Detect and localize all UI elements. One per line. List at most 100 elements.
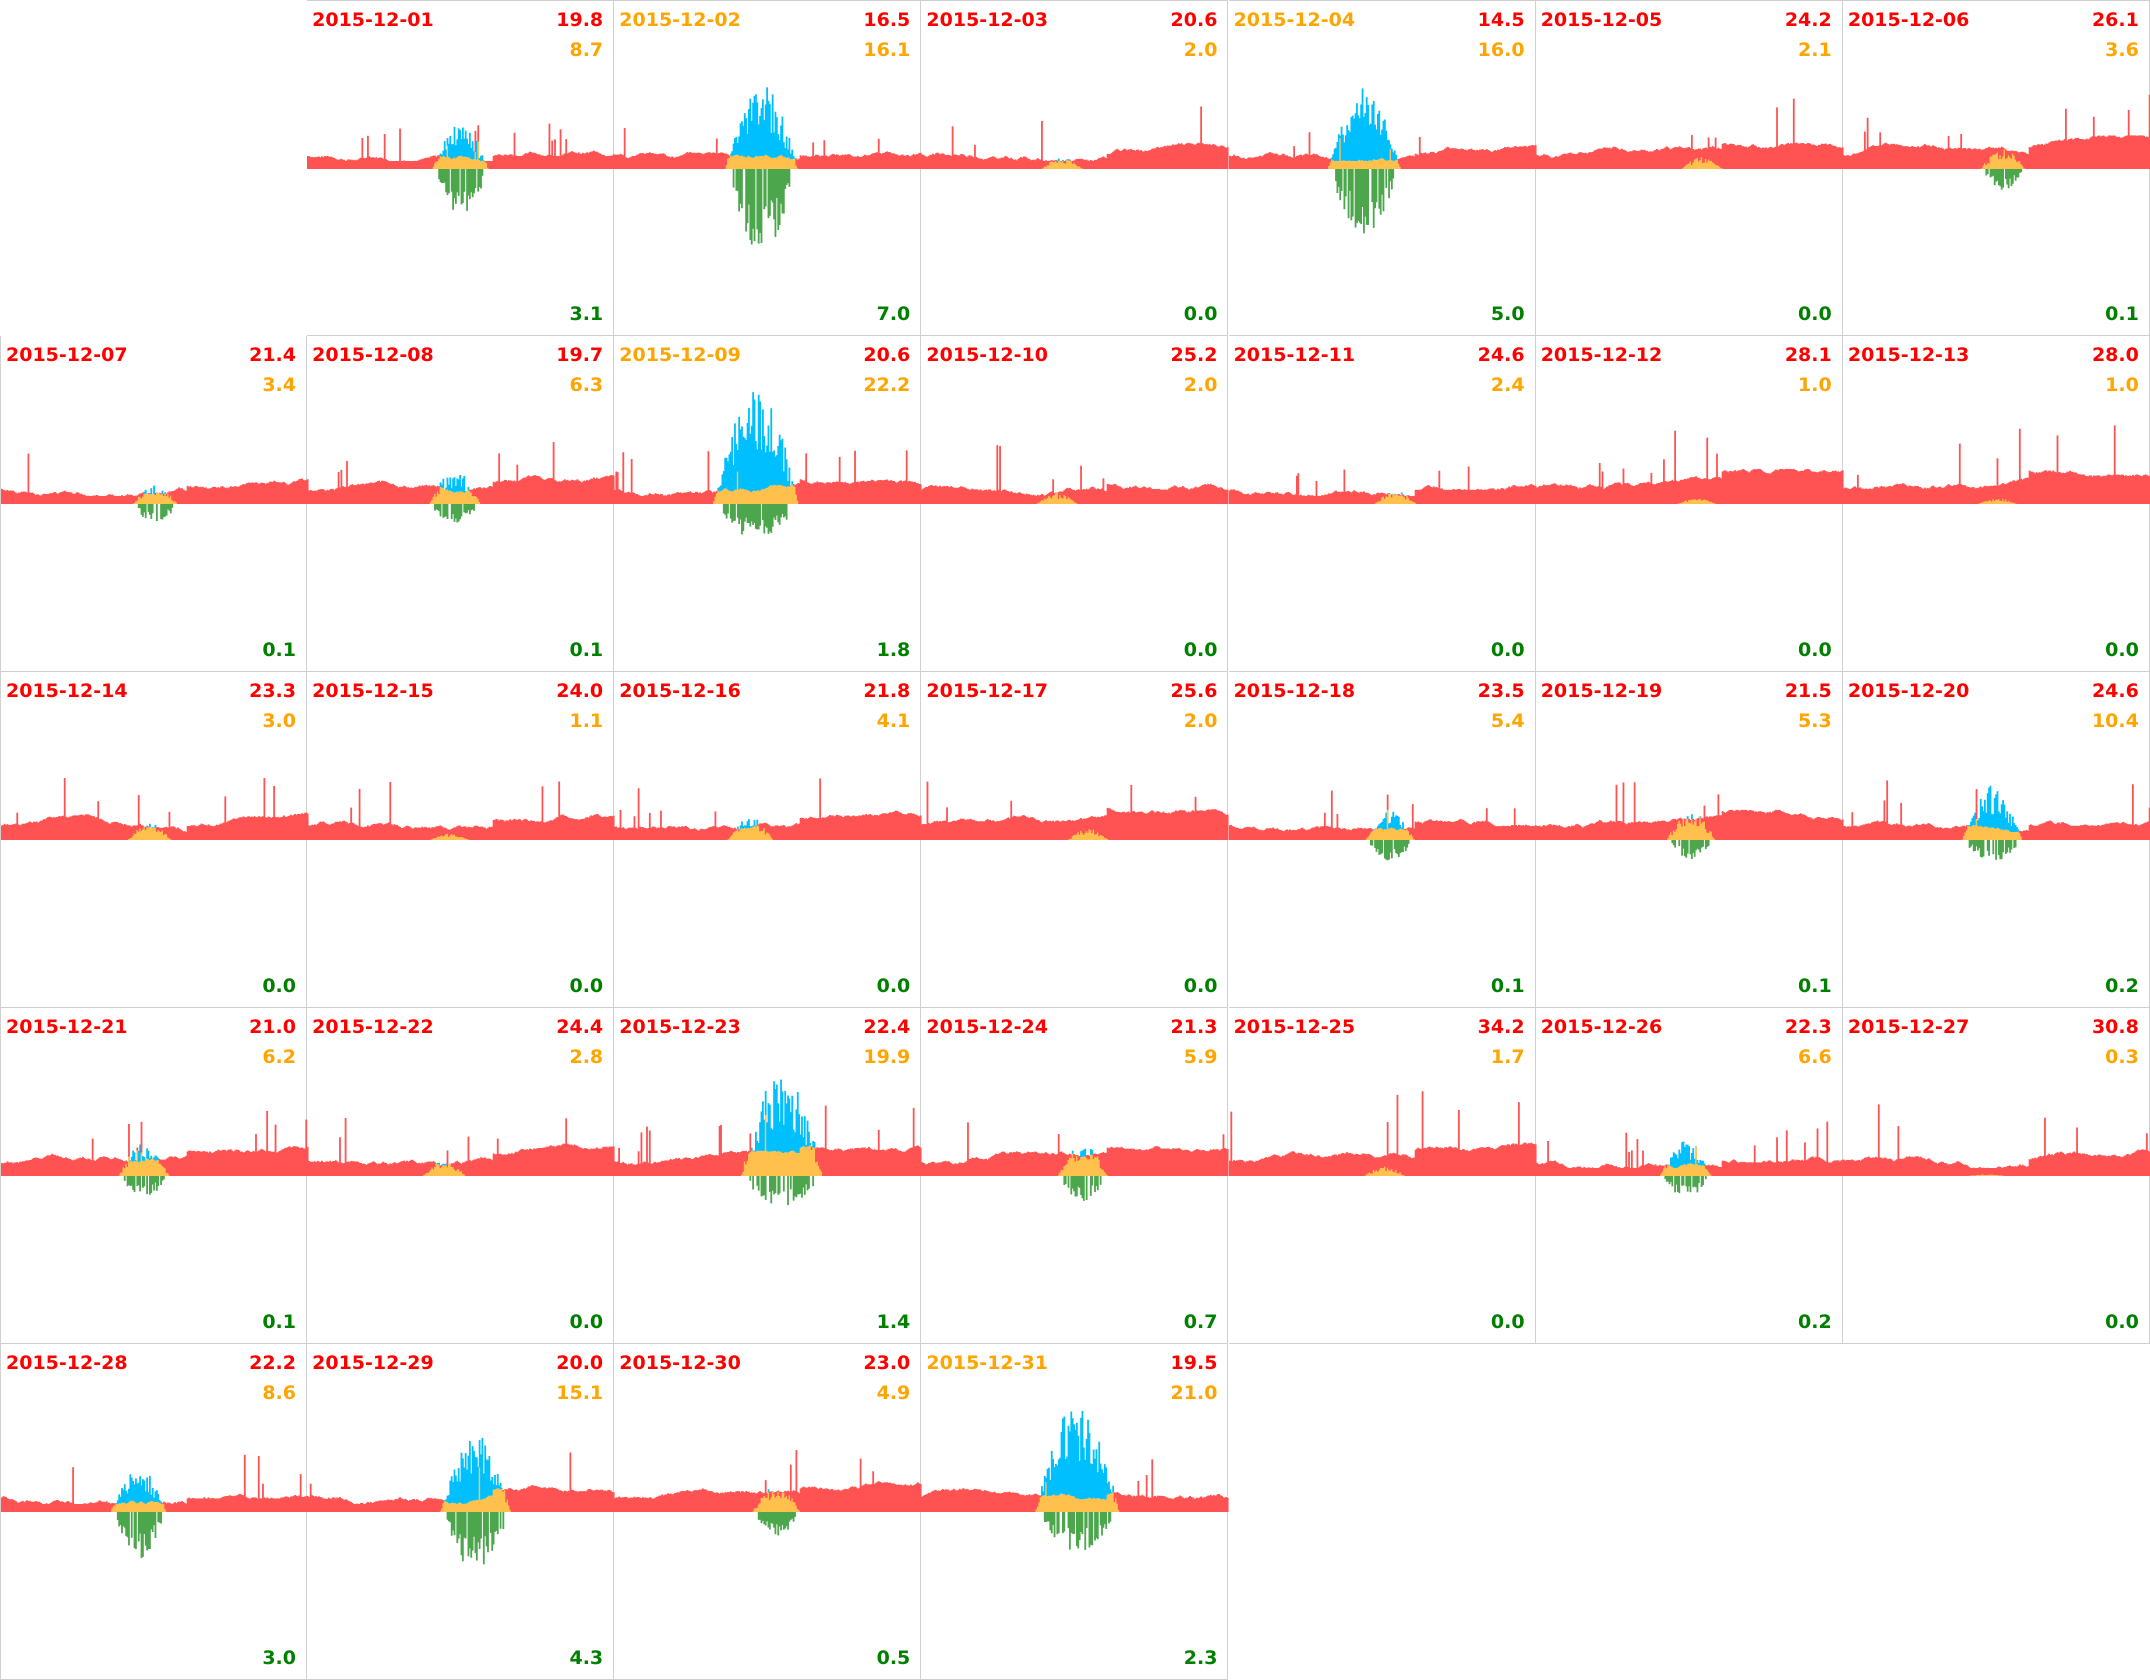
consumption-bar: [1941, 488, 1944, 504]
consumption-bar: [980, 489, 982, 504]
day-cell[interactable]: 2015-12-16 21.8 4.1 0.0: [614, 672, 922, 1008]
consumption-bar: [1485, 808, 1488, 840]
export-bar: [1363, 169, 1366, 217]
consumption-bar: [1155, 811, 1158, 840]
consumption-bar: [2071, 471, 2074, 504]
day-cell[interactable]: 2015-12-17 25.6 2.0 0.0: [921, 672, 1229, 1008]
consumption-bar: [330, 156, 333, 169]
consumption-bar: [1454, 489, 1457, 504]
day-cell[interactable]: 2015-12-15 24.0 1.1 0.0: [307, 672, 615, 1008]
consumption-bar: [1386, 493, 1389, 498]
consumption-bar: [1104, 490, 1107, 504]
consumption-bar: [1599, 486, 1602, 504]
consumption-bar: [519, 156, 522, 169]
consumption-bar: [572, 480, 575, 504]
consumption-bar: [1186, 812, 1189, 840]
consumption-bar: [1961, 485, 1964, 504]
consumption-bar: [650, 827, 653, 840]
solar-self-bar: [1986, 501, 1989, 504]
solar-excess-bar: [1355, 103, 1358, 161]
consumption-bar: [1168, 488, 1171, 504]
consumption-bar: [1259, 493, 1262, 504]
consumption-bar: [568, 817, 571, 840]
day-cell[interactable]: 2015-12-13 28.0 1.0 0.0: [1842, 336, 2150, 672]
day-cell[interactable]: 2015-12-19 21.5 5.3 0.1: [1535, 672, 1844, 1008]
day-cell[interactable]: 2015-12-14 23.3 3.0 0.0: [0, 672, 309, 1008]
consumption-bar: [1993, 485, 1996, 501]
consumption-bar: [1535, 487, 1538, 504]
consumption-bar: [1031, 159, 1034, 169]
consumption-bar: [2122, 137, 2124, 169]
consumption-bar: [374, 824, 376, 840]
consumption-bar: [397, 487, 400, 504]
day-cell[interactable]: 2015-12-18 23.5 5.4 0.1: [1228, 672, 1537, 1008]
consumption-bar: [998, 821, 1001, 840]
day-cell[interactable]: 2015-12-12 28.1 1.0 0.0: [1535, 336, 1844, 672]
consumption-bar: [1007, 157, 1010, 169]
consumption-bar: [1136, 486, 1139, 504]
solar-self-bar: [1404, 499, 1407, 504]
day-cell[interactable]: 2015-12-05 24.2 2.1 0.0: [1535, 0, 1844, 336]
solar-self-bar: [752, 827, 755, 840]
solar-value: 1.0: [2105, 374, 2139, 396]
consumption-bar: [1647, 151, 1650, 169]
consumption-bar: [1820, 471, 1823, 504]
consumption-bar: [1493, 489, 1496, 504]
day-cell[interactable]: 2015-12-02 16.5 16.1 7.0: [614, 0, 922, 336]
export-bar: [453, 504, 456, 522]
consumption-bar: [653, 494, 656, 504]
consumption-bar: [921, 824, 924, 840]
consumption-bar: [335, 821, 337, 840]
day-cell[interactable]: 2015-12-10 25.2 2.0 0.0: [921, 336, 1229, 672]
solar-excess-bar: [1401, 822, 1404, 830]
day-cell[interactable]: 2015-12-03 20.6 2.0 0.0: [921, 0, 1229, 336]
consumption-bar: [289, 483, 292, 504]
consumption-bar: [1784, 144, 1787, 169]
consumption-bar: [639, 826, 642, 840]
day-cell[interactable]: 2015-12-01 19.8 8.7 3.1: [307, 0, 615, 336]
solar-self-bar: [1713, 503, 1715, 504]
consumption-bar: [992, 490, 995, 504]
consumption-bar: [66, 817, 69, 840]
day-cell[interactable]: 2015-12-07 21.4 3.4 0.1: [0, 336, 309, 672]
solar-self-bar: [1993, 154, 1996, 169]
consumption-bar: [416, 827, 418, 840]
solar-self-bar: [1386, 809, 1389, 840]
solar-self-bar: [1680, 502, 1683, 504]
consumption-bar: [1953, 148, 1955, 169]
export-value: 0.0: [262, 975, 296, 997]
consumption-bar: [1778, 469, 1781, 504]
solar-excess-bar: [755, 440, 758, 492]
consumption-bar: [1923, 487, 1926, 504]
consumption-bar: [1880, 485, 1883, 504]
consumption-bar: [1570, 825, 1573, 840]
consumption-bar: [1749, 471, 1752, 504]
day-cell[interactable]: 2015-12-11 24.6 2.4 0.0: [1228, 336, 1537, 672]
consumption-bar: [1429, 151, 1432, 169]
consumption-bar: [329, 156, 332, 169]
consumption-bar: [939, 154, 942, 169]
consumption-bar: [961, 818, 964, 840]
export-bar: [1997, 169, 2000, 186]
consumption-bar: [1606, 148, 1609, 169]
consumption-bar: [1218, 487, 1221, 504]
day-cell[interactable]: 2015-12-04 14.5 16.0 5.0: [1228, 0, 1537, 336]
consumption-bar: [1091, 816, 1094, 834]
consumption-bar: [342, 821, 344, 840]
solar-excess-bar: [1341, 134, 1344, 161]
day-cell[interactable]: 2015-12-08 19.7 6.3 0.1: [307, 336, 615, 672]
consumption-bar: [636, 828, 639, 840]
consumption-bar: [1428, 485, 1431, 504]
consumption-bar: [47, 494, 49, 504]
consumption-bar: [1436, 487, 1439, 504]
consumption-bar: [914, 814, 917, 840]
solar-self-bar: [1384, 496, 1387, 504]
consumption-bar: [1787, 142, 1789, 169]
consumption-bar: [296, 814, 299, 840]
day-cell[interactable]: 2015-12-09 20.6 22.2 1.8: [614, 336, 922, 672]
day-cell[interactable]: 2015-12-06 26.1 3.6 0.1: [1842, 0, 2150, 336]
consumption-bar: [544, 479, 547, 504]
consumption-bar: [56, 494, 59, 504]
export-value: 0.1: [262, 639, 296, 661]
consumption-bar: [938, 821, 940, 840]
